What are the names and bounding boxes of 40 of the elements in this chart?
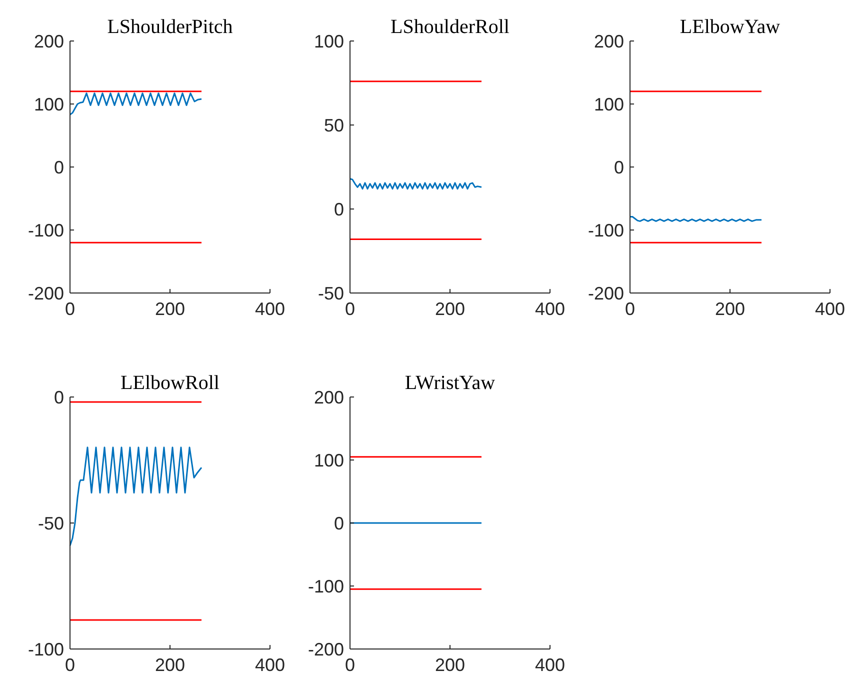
chart-title: LElbowYaw	[680, 16, 781, 38]
line-series	[349, 178, 482, 190]
y-tick-label: -200	[308, 639, 344, 660]
x-tick-label: 200	[714, 299, 746, 319]
y-tick-label: 100	[314, 450, 344, 470]
y-tick-label: -100	[28, 639, 64, 660]
y-tick-label: -100	[588, 220, 624, 240]
y-tick-label: 200	[314, 387, 344, 408]
line-series	[69, 446, 202, 546]
y-tick-label: -200	[28, 283, 64, 304]
y-tick-label: 0	[614, 157, 624, 178]
chart-title: LWristYaw	[404, 372, 496, 394]
y-tick-label: 0	[334, 199, 344, 220]
x-tick-label: 400	[534, 299, 566, 319]
chart-title: LShoulderPitch	[107, 16, 233, 38]
x-tick-label: 200	[434, 299, 466, 319]
x-tick-label: 200	[154, 299, 186, 319]
y-tick-label: 200	[594, 31, 624, 52]
y-tick-label: -50	[38, 513, 64, 534]
x-tick-label: 400	[534, 655, 566, 675]
x-tick-label: 400	[814, 299, 846, 319]
x-tick-label: 400	[254, 655, 286, 675]
line-series	[69, 92, 202, 116]
y-tick-label: 0	[54, 157, 64, 178]
y-tick-label: 50	[324, 115, 344, 136]
x-tick-label: 200	[434, 655, 466, 675]
y-tick-label: 100	[314, 31, 344, 52]
chart-title: LShoulderRoll	[390, 16, 510, 38]
y-tick-label: 100	[594, 94, 624, 114]
x-tick-label: 400	[254, 299, 286, 319]
y-tick-label: 200	[34, 31, 64, 52]
x-tick-label: 200	[154, 655, 186, 675]
y-tick-label: 0	[334, 513, 344, 534]
y-tick-label: -200	[588, 283, 624, 304]
y-tick-label: -100	[28, 220, 64, 240]
y-tick-label: -50	[318, 283, 344, 304]
chart-title: LElbowRoll	[120, 372, 220, 394]
y-tick-label: -100	[308, 576, 344, 596]
y-tick-label: 0	[54, 387, 64, 408]
y-tick-label: 100	[34, 94, 64, 114]
